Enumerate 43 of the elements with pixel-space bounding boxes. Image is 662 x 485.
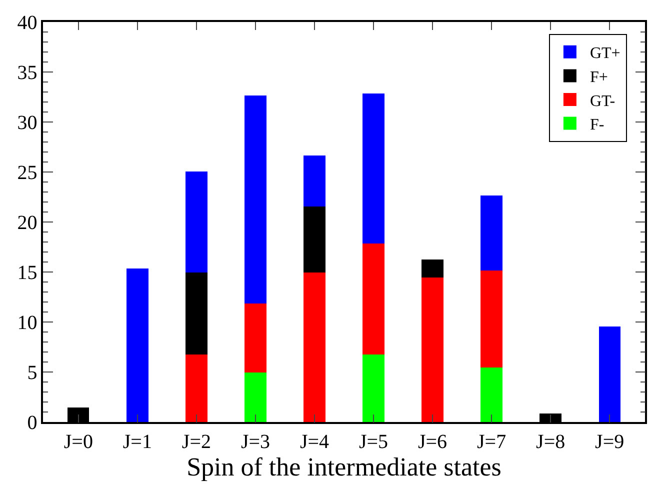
bar <box>480 196 502 270</box>
bar <box>362 94 384 244</box>
legend-label: GT- <box>590 92 616 110</box>
x-tick-label: J=4 <box>300 430 330 453</box>
bar <box>244 372 266 422</box>
bar <box>244 302 266 372</box>
bar <box>480 366 502 422</box>
y-tick-label: 0 <box>27 412 38 434</box>
legend-label: F- <box>590 116 604 134</box>
bar <box>244 96 266 304</box>
x-tick-label: J=3 <box>240 430 270 453</box>
bar <box>362 354 384 422</box>
bar <box>362 242 384 354</box>
bar <box>480 270 502 368</box>
bar <box>598 326 620 422</box>
x-tick-label: J=9 <box>595 430 624 453</box>
x-tick-label: J=5 <box>358 430 388 453</box>
y-tick-label: 40 <box>17 12 38 34</box>
y-tick-label: 25 <box>17 162 38 184</box>
legend-label: F+ <box>590 68 608 86</box>
bar <box>186 354 208 422</box>
y-tick-label: 30 <box>17 112 38 134</box>
x-tick-label: J=8 <box>536 430 566 453</box>
bar <box>186 272 208 354</box>
x-tick-label: J=7 <box>477 430 506 453</box>
x-tick-label: J=2 <box>182 430 211 453</box>
x-tick-label: J=0 <box>64 430 93 453</box>
bar <box>422 260 444 278</box>
y-tick-label: 5 <box>27 362 38 384</box>
y-tick-label: 35 <box>17 62 38 84</box>
y-tick-label: 15 <box>17 262 38 284</box>
x-tick-label: J=1 <box>122 430 152 453</box>
bar <box>304 206 326 272</box>
bar <box>422 276 444 422</box>
legend-label: GT+ <box>590 45 620 62</box>
bar <box>186 172 208 272</box>
bar <box>304 156 326 206</box>
y-tick-label: 20 <box>17 212 38 234</box>
bar <box>304 272 326 422</box>
bar <box>126 268 148 422</box>
y-tick-label: 10 <box>17 312 38 334</box>
x-tick-label: J=6 <box>418 430 448 453</box>
x-axis-title: Spin of the intermediate states <box>186 452 502 482</box>
